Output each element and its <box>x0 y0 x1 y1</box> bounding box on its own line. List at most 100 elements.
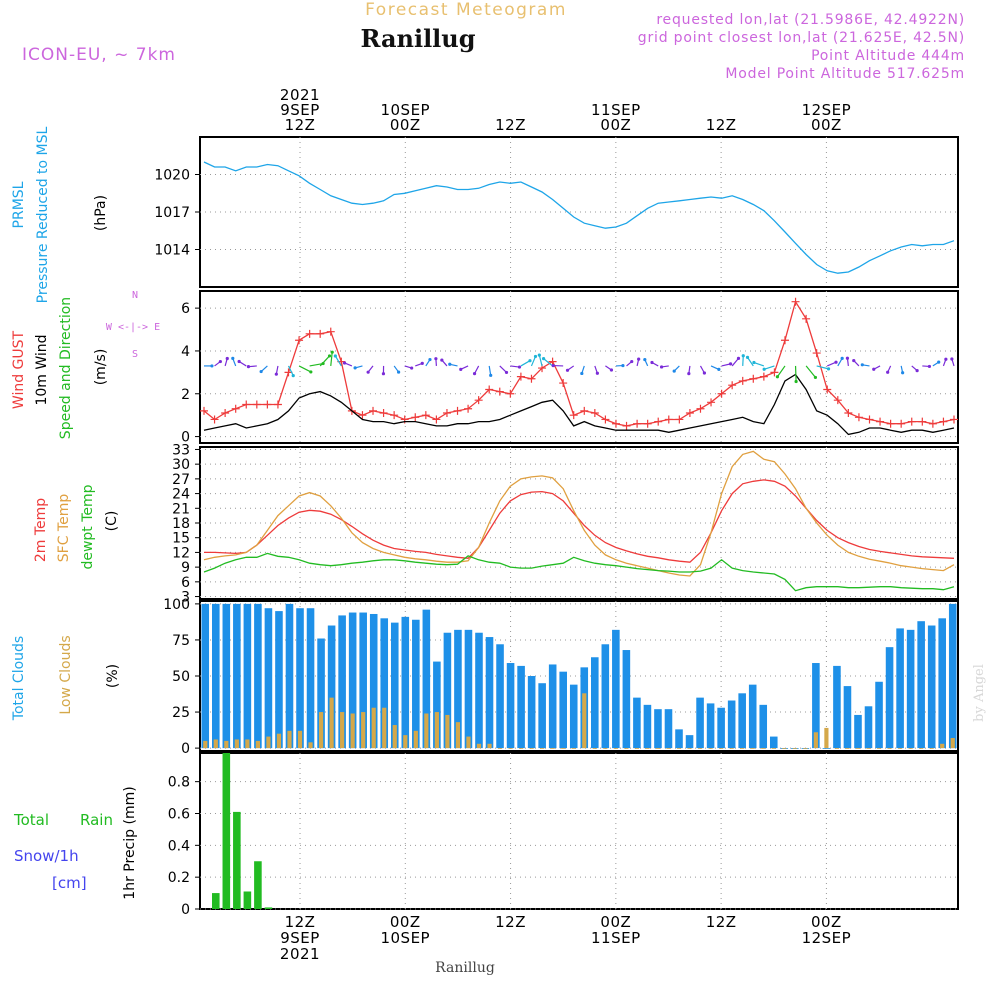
total-cloud-bar <box>948 603 957 749</box>
total-cloud-bar <box>454 629 462 749</box>
precip-ytick-label: 0.4 <box>168 838 190 854</box>
precip-ytick-label: 0 <box>181 902 190 918</box>
low-cloud-bar <box>761 748 766 749</box>
gust-marker <box>717 389 726 398</box>
low-cloud-bar <box>392 725 397 749</box>
gust-marker <box>316 329 325 338</box>
wind-arrow-head <box>381 372 386 376</box>
compass-north: N <box>132 290 138 301</box>
low-cloud-bar <box>487 743 492 749</box>
total-cloud-bar <box>727 700 736 749</box>
low-cloud-bar <box>203 740 208 749</box>
gust-marker <box>886 419 895 428</box>
total-cloud-bar <box>854 714 862 749</box>
gust-marker <box>907 417 916 426</box>
low-cloud-bar <box>455 722 461 749</box>
low-cloud-bar <box>582 693 587 749</box>
gust-marker <box>759 372 768 381</box>
gust-marker <box>379 409 388 418</box>
total-cloud-bar <box>338 615 346 749</box>
temperature-ytick-label: 9 <box>181 560 190 576</box>
wind-ytick-label: 0 <box>181 430 190 446</box>
low-cloud-bar <box>276 733 282 749</box>
wind-arrow-head <box>565 368 570 372</box>
wind-direction-arrow <box>330 352 333 366</box>
gust-marker <box>210 415 219 424</box>
total-cloud-bar <box>654 709 662 749</box>
wind-arrow-head <box>630 359 634 364</box>
total-cloud-bar <box>812 663 820 749</box>
gust-marker <box>506 389 515 398</box>
temperature-ytick-label: 6 <box>181 575 190 591</box>
total-cloud-bar <box>875 681 883 749</box>
wind-arrow-head <box>397 370 401 374</box>
wind-arrow-head <box>650 360 654 365</box>
wind-panel: 0 2 4 6 <box>181 290 959 446</box>
low-cloud-bar <box>782 748 787 749</box>
rain-label: Rain <box>80 811 113 829</box>
gust-marker <box>833 396 842 405</box>
wind-arrow-head <box>410 366 414 370</box>
gust-marker <box>685 409 694 418</box>
low-cloud-bar <box>634 748 639 749</box>
wind-arrow-head <box>826 367 831 371</box>
total-cloud-bar <box>559 671 567 749</box>
total-cloud-bar <box>359 612 367 749</box>
wind-arrow-head <box>872 367 876 371</box>
bottom-time-label: 00Z <box>390 913 421 931</box>
total-cloud-bar <box>243 603 252 749</box>
gust-marker <box>231 404 240 413</box>
low-cloud-bar <box>529 748 534 749</box>
total-cloud-bar <box>696 697 704 749</box>
wind-arrow-head <box>342 361 347 365</box>
total-cloud-bar <box>285 603 294 749</box>
gust-marker <box>358 411 367 420</box>
top-time-label: 00Z <box>811 116 842 134</box>
watermark: by Angel <box>972 664 987 722</box>
requested-coords: requested lon,lat (21.5986E, 42.4922N) <box>656 12 965 28</box>
total-cloud-bar <box>327 625 336 749</box>
low-cloud-bar <box>687 748 692 749</box>
wind-series-0 <box>203 300 955 427</box>
footer-location: Ranillug <box>435 960 495 976</box>
wind-direction-arrow <box>747 357 754 367</box>
temperature-ytick-label: 3 <box>181 590 190 606</box>
precip-unit: 1hr Precip (mm) <box>122 786 138 899</box>
wind-arrow-head <box>775 375 780 379</box>
gust-marker <box>950 415 958 424</box>
gust-marker <box>897 419 906 428</box>
gust-marker <box>411 413 420 422</box>
wind-direction-arrow <box>794 365 797 382</box>
gust-marker <box>675 415 684 424</box>
temperature-frame <box>199 446 959 600</box>
temperature-ytick-label: 30 <box>172 457 190 473</box>
wind-arrow-head <box>915 369 919 373</box>
wind-arrow-head <box>366 370 370 374</box>
wind-direction-arrow <box>731 358 739 367</box>
total-cloud-bar <box>517 665 525 749</box>
low-cloud-bar <box>340 712 345 749</box>
low-cloud-bar <box>603 748 608 749</box>
gust-marker <box>453 406 462 415</box>
gust-marker <box>559 379 568 388</box>
wind-arrow-head <box>643 357 647 362</box>
bottom-time-label: 12Z <box>706 913 737 931</box>
total-cloud-bar <box>675 729 683 749</box>
total-cloud-bar <box>222 603 231 749</box>
wind-arrow-head <box>428 357 432 362</box>
gust-marker <box>696 404 705 413</box>
top-time-label: 2021 <box>280 86 320 104</box>
total-cloud-bar <box>633 697 641 749</box>
wind-arrow-head <box>504 370 509 375</box>
gust-marker <box>633 419 642 428</box>
total-cloud-bar <box>548 664 557 749</box>
wind-direction-arrow <box>753 361 765 367</box>
wind-direction-arrow <box>538 354 543 367</box>
total-cloud-bar <box>527 676 536 749</box>
gust-marker <box>263 400 272 409</box>
pressure-panel: 1014 1017 1020 <box>154 136 959 288</box>
low-cloud-bar <box>445 714 450 749</box>
total-cloud-bar <box>685 735 694 749</box>
